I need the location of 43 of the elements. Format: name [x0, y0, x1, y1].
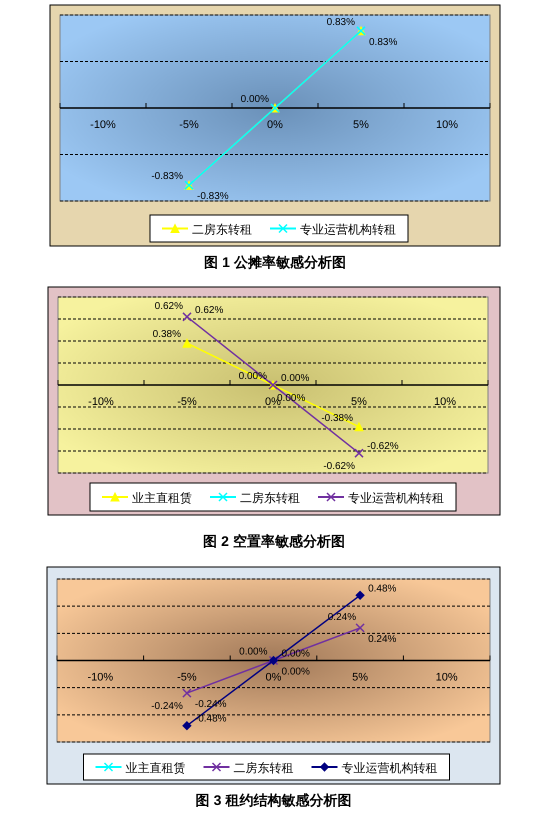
x-tick-label: 0% [267, 119, 284, 131]
data-label: -0.48% [194, 714, 227, 725]
data-label: 0.38% [152, 329, 182, 340]
x-tick-label: 10% [436, 672, 458, 684]
x-tick-label: -10% [90, 119, 116, 131]
annotation: 0.24% [368, 634, 397, 645]
x-tick-label: 5% [351, 396, 368, 408]
data-label: 0.62% [154, 300, 184, 312]
legend-label: 二房东转租 [192, 222, 252, 236]
legend-label: 专业运营机构转租 [348, 491, 444, 505]
legend-label: 二房东转租 [234, 761, 294, 775]
legend-label: 业主直租赁 [132, 491, 192, 505]
data-label: 0.00% [240, 94, 270, 105]
data-label: -0.24% [151, 701, 184, 712]
data-label: 0.00% [239, 646, 268, 658]
x-tick-label: -5% [177, 396, 197, 408]
legend-label: 专业运营机构转租 [342, 761, 438, 775]
x-tick-label: 5% [352, 672, 368, 684]
annotation: -0.62% [323, 461, 356, 472]
text: 图 2 空置率敏感分析图 [203, 533, 345, 549]
data-label: 0.00% [281, 373, 310, 384]
data-label: 0.83% [369, 36, 398, 48]
data-label: 0.83% [326, 16, 356, 28]
data-label: -0.83% [197, 191, 229, 202]
legend-label: 专业运营机构转租 [300, 222, 396, 236]
annotation: 0.00% [282, 666, 310, 678]
data-label: 0.48% [368, 583, 397, 594]
x-tick-label: -10% [87, 672, 114, 684]
annotation: 0.62% [195, 304, 224, 316]
x-tick-label: 0% [266, 672, 282, 684]
data-label: -0.83% [151, 171, 184, 182]
x-tick-label: -5% [179, 119, 199, 131]
x-tick-label: -10% [88, 396, 114, 408]
legend-label: 二房东转租 [240, 491, 300, 505]
x-tick-label: 10% [436, 119, 458, 131]
text: 图 1 公摊率敏感分析图 [204, 254, 346, 270]
data-label: 0.00% [282, 648, 310, 660]
text: 图 3 租约结构敏感分析图 [196, 792, 352, 808]
x-tick-label: 10% [434, 396, 456, 408]
data-label: -0.62% [367, 441, 399, 452]
legend-label: 业主直租赁 [126, 761, 186, 775]
x-tick-label: 5% [353, 119, 370, 131]
x-tick-label: -5% [177, 672, 197, 684]
